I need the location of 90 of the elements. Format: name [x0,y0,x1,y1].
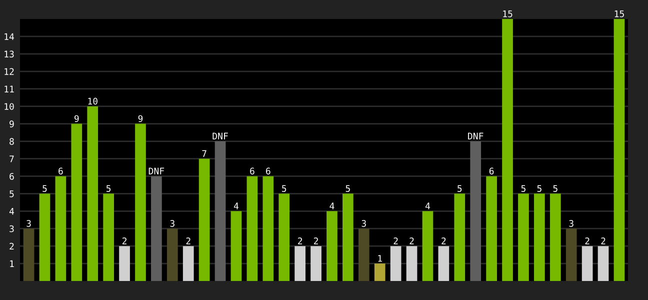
bar [119,246,130,281]
bar [438,246,450,281]
bar [582,246,593,281]
data-label: 4 [234,202,239,210]
data-label: 5 [521,185,526,192]
bar [326,211,338,281]
bar [230,211,242,281]
data-label: 2 [410,237,414,244]
y-tick-label: 1 [10,260,14,267]
bar [518,194,529,281]
y-tick-label: 10 [4,103,14,110]
bar [550,194,561,281]
bar [614,19,625,281]
data-label: DNF [468,132,484,140]
bar [23,228,34,281]
y-tick-label: 12 [4,68,14,75]
bar [502,19,513,281]
data-label: 2 [601,237,606,244]
y-tick-label: 14 [4,33,14,40]
y-tick-label: 11 [4,86,14,92]
data-label: 9 [74,115,79,122]
bar [39,194,50,281]
bar [342,194,354,281]
data-label: 3 [170,220,174,227]
data-label: 1 [378,255,382,262]
data-label: 4 [425,202,430,210]
data-label: 5 [42,185,47,192]
bar [278,194,290,281]
bar [566,228,577,281]
data-label: 15 [503,10,512,18]
bar [294,246,306,281]
bar [166,228,178,281]
data-label: 5 [346,185,350,192]
data-label: 6 [266,168,270,174]
bar [71,124,82,281]
data-label: 2 [585,237,590,244]
bar [87,106,98,281]
bar [358,228,370,281]
data-label: 5 [282,185,286,192]
data-label: 3 [26,220,31,227]
data-label: DNF [148,168,164,174]
y-tick-label: 13 [4,50,14,58]
data-label: 9 [138,115,143,122]
bar [598,246,609,281]
data-label: 5 [106,185,111,192]
data-label: 5 [553,185,558,192]
data-label: 6 [489,168,494,174]
data-label: 7 [202,150,206,157]
bar [182,246,194,281]
bar [454,194,466,281]
bar [406,246,418,281]
bar [135,124,146,281]
data-label: 5 [537,185,542,192]
data-label: 5 [458,185,462,192]
bar [422,211,434,281]
y-tick-label: 6 [10,172,14,180]
data-label: 6 [58,168,63,174]
bar [198,158,210,281]
bar [534,194,545,281]
bar [310,246,322,281]
bar [55,176,66,281]
data-label: 3 [362,220,366,227]
bar [486,176,497,281]
bar [103,194,114,281]
bar [151,176,162,281]
bar [374,264,386,281]
y-tick-label: 9 [10,120,14,128]
data-label: 2 [122,237,126,244]
data-label: 15 [614,10,624,18]
y-tick-label: 7 [10,156,14,162]
data-label: 3 [569,220,574,227]
y-tick-label: 2 [10,242,14,250]
data-label: 6 [250,168,254,174]
data-label: 2 [186,237,190,244]
data-label: 4 [330,202,334,210]
data-label: 2 [394,237,398,244]
data-label: 2 [314,237,318,244]
data-label: DNF [212,132,228,140]
data-label: 2 [298,237,302,244]
bar [262,176,274,281]
bar [246,176,258,281]
bar [470,141,482,281]
data-label: 2 [442,237,446,244]
bar [390,246,402,281]
y-tick-label: 4 [9,208,14,215]
y-tick-label: 5 [10,190,14,198]
y-tick-label: 3 [10,225,14,232]
data-label: 10 [88,98,98,105]
y-tick-label: 8 [10,138,14,145]
bar [214,141,226,281]
